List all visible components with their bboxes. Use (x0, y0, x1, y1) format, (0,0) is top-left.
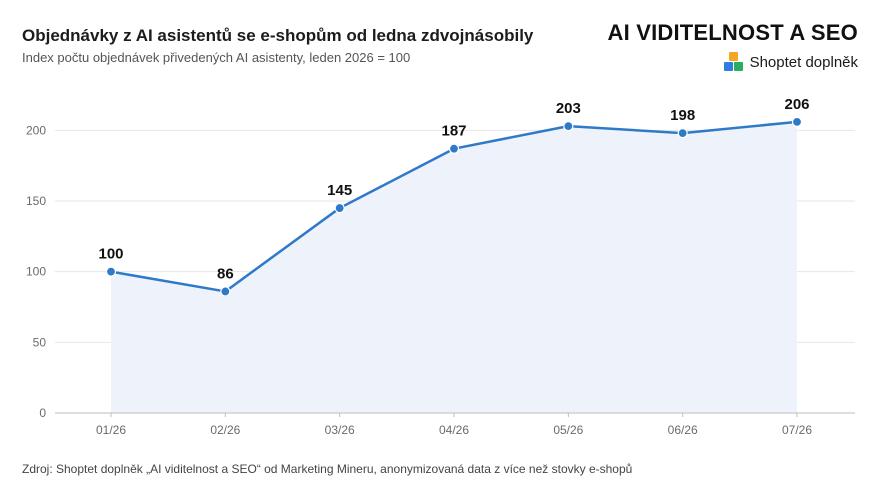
x-axis: 01/26 02/26 03/26 04/26 05/26 06/26 07/26 (96, 413, 812, 437)
data-points (105, 116, 803, 297)
data-point (791, 116, 803, 127)
data-point (220, 286, 231, 297)
shoptet-squares-icon (723, 52, 743, 71)
y-tick-label: 100 (26, 265, 46, 279)
x-tick-label: 05/26 (553, 423, 583, 437)
brand-title: AI VIDITELNOST A SEO (607, 20, 858, 45)
data-label: 187 (441, 123, 466, 140)
data-label: 145 (327, 182, 352, 199)
data-label: 86 (217, 265, 234, 282)
series-area (111, 121, 797, 413)
x-tick-label: 03/26 (325, 423, 355, 437)
x-tick-label: 04/26 (439, 423, 469, 437)
y-tick-label: 50 (33, 335, 47, 349)
x-tick-label: 02/26 (210, 423, 240, 437)
data-point (105, 266, 117, 277)
data-point (563, 120, 574, 132)
source-note: Zdroj: Shoptet doplněk „AI viditelnost a… (22, 462, 633, 476)
y-axis: 0 50 100 150 200 (26, 123, 855, 420)
data-label: 100 (98, 246, 123, 263)
data-point (677, 128, 688, 139)
data-label: 203 (556, 100, 581, 117)
y-tick-label: 150 (26, 194, 46, 208)
data-label: 198 (670, 107, 695, 124)
data-labels: 100 86 145 187 203 198 206 (98, 96, 809, 283)
x-tick-label: 07/26 (782, 423, 812, 437)
y-tick-label: 200 (26, 123, 46, 137)
data-label: 206 (784, 96, 809, 113)
chart-subtitle: Index počtu objednávek přivedených AI as… (22, 50, 411, 65)
brand-logo: Shoptet doplněk (723, 52, 858, 72)
data-point (448, 143, 460, 154)
y-tick-label: 0 (39, 406, 46, 420)
x-tick-label: 01/26 (96, 423, 126, 437)
x-tick-label: 06/26 (668, 423, 698, 437)
area-fill (111, 121, 797, 413)
data-point (334, 202, 345, 214)
brand-name: Shoptet doplněk (749, 53, 858, 71)
chart-title: Objednávky z AI asistentů se e-shopům od… (22, 26, 534, 45)
